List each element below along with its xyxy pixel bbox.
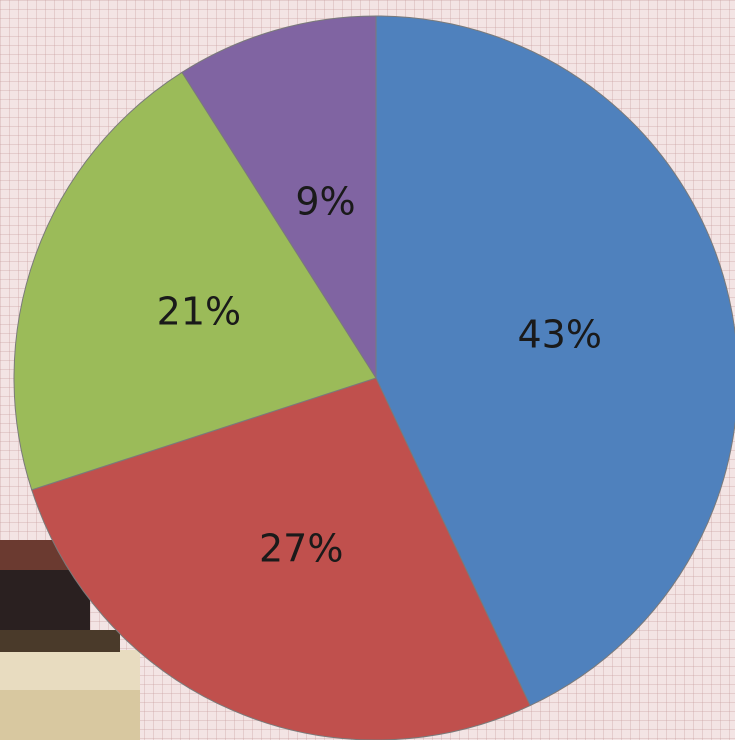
pie-slice (13, 71, 377, 491)
pie: 43% 27% 21% 9% (13, 15, 735, 740)
pie-slice (181, 15, 377, 380)
data-label: 21% (157, 290, 241, 334)
data-label: 27% (259, 526, 343, 570)
data-label: 9% (295, 180, 355, 224)
data-label: 43% (517, 312, 601, 356)
pie-slice (375, 15, 735, 707)
pie-slice (31, 377, 531, 740)
